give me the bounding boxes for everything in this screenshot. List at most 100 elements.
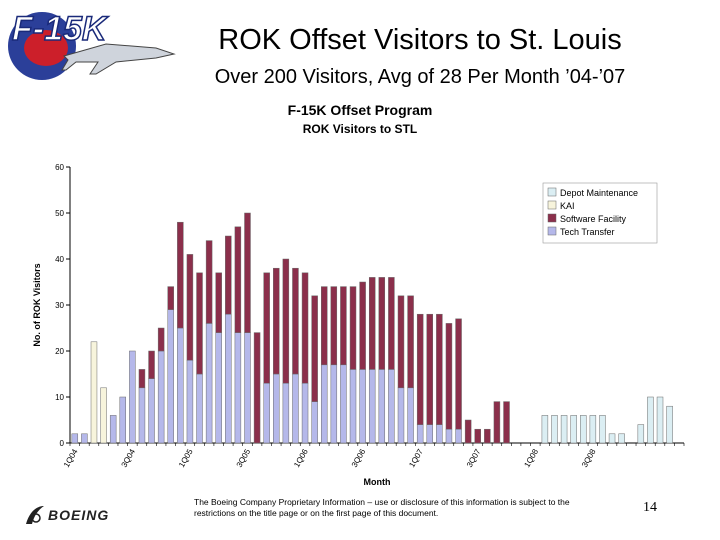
bar-software-facility (455, 318, 462, 430)
bar-depot-maintenance (580, 415, 587, 444)
f15k-logo: F-15K (8, 9, 176, 80)
bar-software-facility (368, 277, 376, 370)
x-axis-label: Month (364, 477, 391, 487)
bar-tech-transfer (311, 401, 318, 444)
bar-tech-transfer (71, 433, 79, 444)
y-tick-label: 60 (55, 163, 64, 172)
bar-software-facility (397, 295, 405, 389)
legend-swatch (547, 226, 557, 236)
bar-tech-transfer (301, 382, 309, 444)
bar-tech-transfer (292, 373, 299, 444)
bar-depot-maintenance (570, 415, 577, 444)
slide-subtitle: Over 200 Visitors, Avg of 28 Per Month ’… (214, 66, 626, 88)
x-tick-label: 1Q07 (407, 447, 425, 469)
bar-tech-transfer (340, 364, 347, 444)
bar-tech-transfer (378, 369, 386, 444)
legend-label: KAI (560, 201, 575, 211)
bar-depot-maintenance (618, 433, 625, 444)
boeing-symbol-icon (26, 506, 44, 524)
bar-tech-transfer (321, 364, 328, 444)
bar-tech-transfer (416, 424, 424, 444)
legend-label: Software Facility (560, 214, 627, 224)
bar-tech-transfer (157, 350, 165, 444)
bar-software-facility (474, 428, 481, 444)
bar-software-facility (311, 295, 318, 402)
bar-software-facility (292, 267, 299, 375)
bar-tech-transfer (407, 387, 414, 444)
logo-text: F-15K (12, 10, 109, 48)
bar-depot-maintenance (656, 396, 664, 444)
bar-software-facility (253, 332, 261, 444)
footer-logo-text: BOEING (48, 507, 109, 523)
bar-software-facility (282, 258, 290, 384)
bar-depot-maintenance (551, 415, 558, 444)
y-tick-label: 0 (60, 439, 65, 448)
bar-software-facility (330, 286, 338, 366)
bar-software-facility (359, 281, 366, 370)
x-tick-label: 3Q05 (235, 447, 253, 469)
bar-software-facility (157, 327, 165, 352)
legend-swatch (547, 213, 557, 223)
bar-software-facility (167, 286, 174, 310)
boeing-logo: BOEING (26, 506, 109, 524)
bar-software-facility (407, 295, 414, 389)
bar-tech-transfer (119, 396, 126, 444)
bar-software-facility (426, 313, 433, 425)
bar-software-facility (493, 401, 501, 444)
x-tick-label: 3Q08 (580, 447, 598, 469)
bar-tech-transfer (368, 369, 376, 444)
bar-tech-transfer (196, 373, 203, 444)
legend-label: Tech Transfer (560, 227, 615, 237)
y-tick-label: 40 (55, 255, 64, 264)
bar-tech-transfer (455, 428, 462, 444)
bar-depot-maintenance (541, 415, 549, 444)
bar-software-facility (445, 323, 453, 430)
x-tick-label: 3Q04 (120, 447, 138, 469)
bar-tech-transfer (244, 332, 251, 444)
bar-software-facility (301, 272, 309, 384)
bar-depot-maintenance (666, 405, 673, 444)
bar-software-facility (148, 350, 155, 379)
bar-tech-transfer (186, 359, 194, 444)
bar-depot-maintenance (589, 415, 597, 444)
bar-tech-transfer (330, 364, 338, 444)
bar-software-facility (273, 267, 280, 375)
bar-software-facility (186, 254, 194, 361)
bar-tech-transfer (263, 382, 270, 444)
legend-swatch (547, 200, 557, 210)
x-tick-label: 3Q06 (350, 447, 368, 469)
bar-software-facility (388, 277, 395, 370)
bar-software-facility (244, 212, 251, 333)
bar-software-facility (436, 313, 443, 425)
bar-software-facility (225, 235, 232, 315)
bar-tech-transfer (273, 373, 280, 444)
logo-jet-icon (61, 43, 176, 75)
bar-tech-transfer (349, 369, 357, 444)
bar-software-facility (503, 401, 510, 444)
x-tick-label: 1Q06 (292, 447, 310, 469)
bar-depot-maintenance (608, 433, 616, 444)
logo-globe-highlight (24, 30, 68, 66)
chart-subtitle: ROK Visitors to STL (302, 122, 418, 136)
bar-tech-transfer (359, 369, 366, 444)
bar-software-facility (196, 272, 203, 375)
bar-depot-maintenance (647, 396, 654, 444)
bar-depot-maintenance (637, 424, 645, 444)
bar-tech-transfer (109, 415, 117, 444)
x-tick-label: 1Q04 (62, 447, 80, 469)
legend-label: Depot Maintenance (560, 188, 638, 198)
bar-tech-transfer (148, 378, 155, 444)
bar-depot-maintenance (560, 415, 568, 444)
x-tick-label: 1Q05 (177, 447, 195, 469)
bar-software-facility (138, 369, 146, 389)
bar-kai (100, 387, 107, 444)
bar-software-facility (349, 286, 357, 370)
legend-swatch (547, 187, 557, 197)
y-tick-label: 20 (55, 347, 64, 356)
bar-tech-transfer (177, 327, 184, 444)
bar-tech-transfer (388, 369, 395, 444)
legend-box (542, 182, 658, 244)
bar-kai (90, 341, 98, 444)
footer-proprietary-text: The Boeing Company Proprietary Informati… (194, 497, 570, 518)
